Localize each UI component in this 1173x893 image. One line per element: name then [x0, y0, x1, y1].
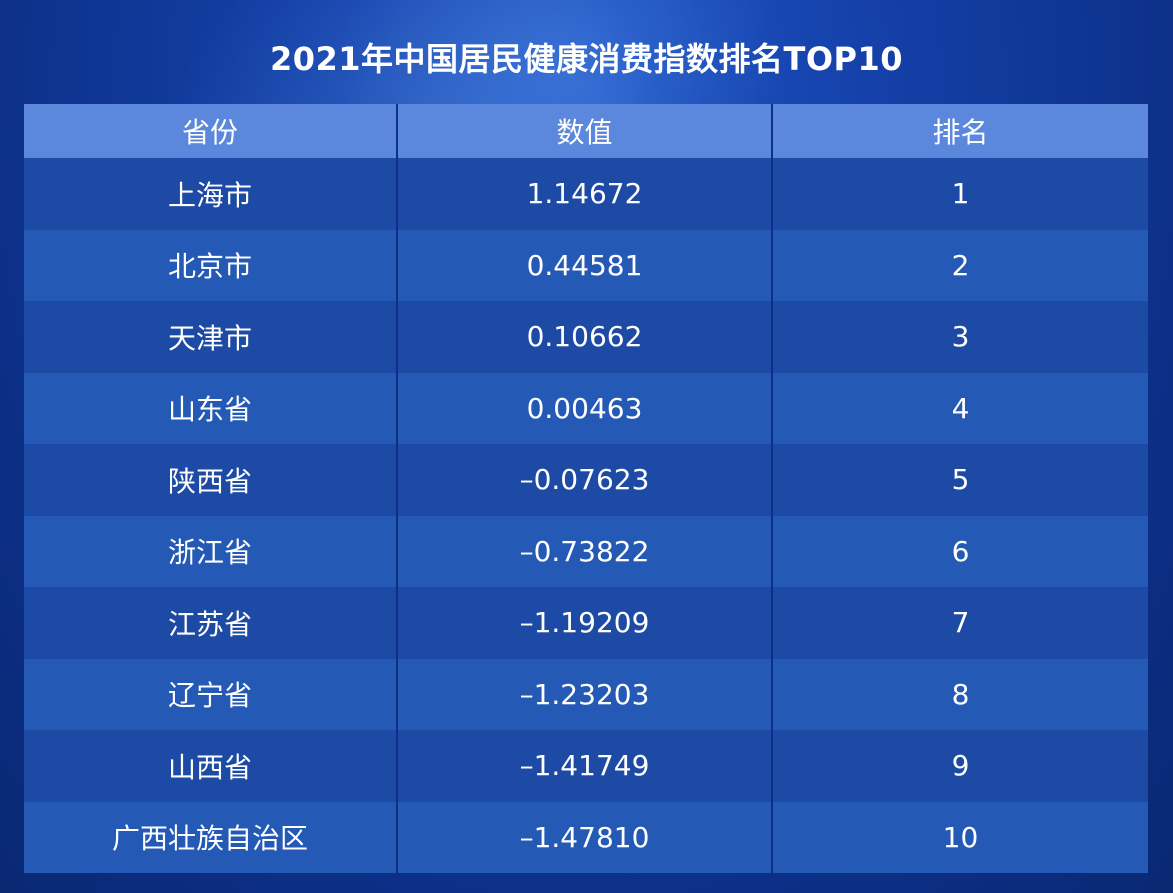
header-value: 数值 — [398, 104, 773, 158]
province-cell: 江苏省 — [24, 587, 398, 659]
value-cell: –1.23203 — [398, 658, 773, 730]
province-cell: 天津市 — [24, 301, 398, 373]
province-cell: 山东省 — [24, 372, 398, 444]
rank-cell: 6 — [951, 534, 970, 568]
rank-cell: 10 — [942, 820, 979, 854]
province-cell: 山西省 — [24, 730, 398, 802]
rank-cell: 8 — [951, 677, 970, 711]
value-cell: 0.44581 — [398, 229, 773, 301]
province-cell: 浙江省 — [24, 515, 398, 587]
table-row: 天津市 0.10662 3 — [24, 301, 1148, 373]
table-row: 山东省 0.00463 4 — [24, 372, 1148, 444]
table-row: 陕西省 –0.07623 5 — [24, 444, 1148, 516]
table-row: 浙江省 –0.73822 6 — [24, 515, 1148, 587]
table-row: 辽宁省 –1.23203 8 — [24, 658, 1148, 730]
rank-cell: 1 — [951, 177, 970, 211]
table-row: 上海市 1.14672 1 — [24, 158, 1148, 230]
rank-cell: 4 — [951, 391, 970, 425]
rank-cell: 5 — [951, 463, 970, 497]
value-cell: 1.14672 — [398, 158, 773, 230]
value-cell: –0.73822 — [398, 515, 773, 587]
province-cell: 辽宁省 — [24, 658, 398, 730]
ranking-table: 省份 数值 排名 上海市 1.14672 1 北京市 0.44581 2 天津市… — [24, 104, 1148, 873]
province-cell: 上海市 — [24, 158, 398, 230]
value-cell: –0.07623 — [398, 444, 773, 516]
table-row: 山西省 –1.41749 9 — [24, 730, 1148, 802]
rank-cell: 7 — [951, 606, 970, 640]
value-cell: –1.41749 — [398, 730, 773, 802]
rank-cell: 2 — [951, 248, 970, 282]
province-cell: 北京市 — [24, 229, 398, 301]
province-cell: 广西壮族自治区 — [24, 801, 398, 873]
province-cell: 陕西省 — [24, 444, 398, 516]
table-row: 江苏省 –1.19209 7 — [24, 587, 1148, 659]
rank-cell: 3 — [951, 320, 970, 354]
value-cell: –1.19209 — [398, 587, 773, 659]
table-header-row: 省份 数值 排名 — [24, 104, 1148, 158]
value-cell: –1.47810 — [398, 801, 773, 873]
value-cell: 0.10662 — [398, 301, 773, 373]
header-rank: 排名 — [932, 116, 989, 149]
value-cell: 0.00463 — [398, 372, 773, 444]
page-title: 2021年中国居民健康消费指数排名TOP10 — [269, 40, 904, 78]
header-province: 省份 — [24, 104, 398, 158]
table-row: 广西壮族自治区 –1.47810 10 — [24, 801, 1148, 873]
rank-cell: 9 — [951, 749, 970, 783]
table-row: 北京市 0.44581 2 — [24, 229, 1148, 301]
